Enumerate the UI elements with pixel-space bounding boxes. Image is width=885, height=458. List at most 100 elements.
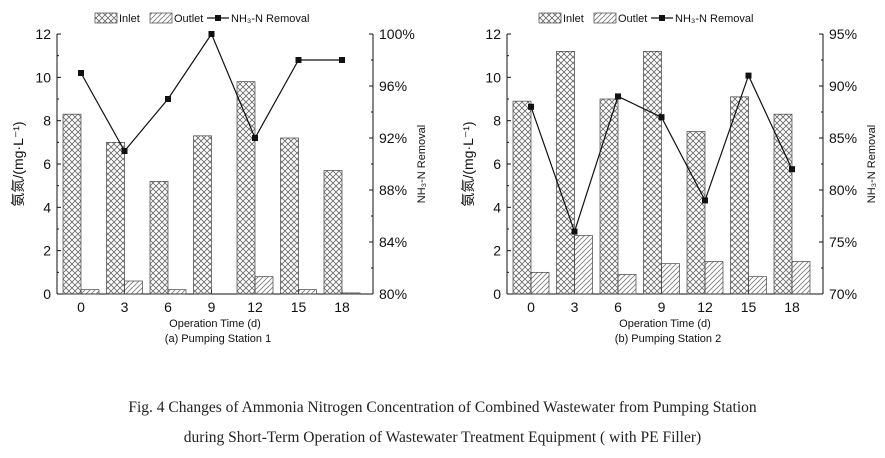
x-tick-label: 15 [291,299,307,315]
legend-inlet-swatch [538,12,562,24]
right-y-tick-label: 70% [829,286,857,302]
x-tick-label: 9 [208,299,216,315]
chart-subtitle: (b) Pumping Station 2 [615,333,721,345]
removal-point [252,135,258,141]
right-y-tick-label: 84% [379,234,407,250]
removal-point [615,93,621,100]
bar-outlet [124,280,143,295]
bar-inlet [773,113,793,295]
left-y-tick-label: 2 [43,243,51,259]
left-y-axis-title: 氨氮/(mg·L⁻¹) [10,121,26,206]
bar-outlet [167,289,187,295]
bar-inlet [599,98,619,295]
left-y-tick-label: 0 [43,286,51,302]
removal-point [121,148,128,154]
x-tick-label: 0 [77,299,85,315]
removal-point [745,72,752,79]
x-tick-label: 0 [527,299,535,315]
right-y-tick-label: 80% [379,286,407,302]
left-y-tick-label: 6 [43,156,51,172]
left-y-tick-label: 12 [485,26,501,42]
right-y-tick-label: 90% [829,78,857,94]
bar-inlet [236,81,256,295]
removal-point [789,166,795,173]
left-y-tick-label: 4 [493,199,501,215]
x-tick-label: 12 [697,299,713,315]
left-y-tick-label: 12 [35,26,51,42]
legend-removal-label: NH₃-N Removal [675,13,753,25]
removal-point [528,103,534,110]
right-y-tick-label: 100% [379,26,415,42]
bar-outlet [661,263,680,295]
x-tick-label: 3 [571,299,579,315]
left-y-tick-label: 8 [493,113,501,129]
x-axis-title: Operation Time (d) [619,318,711,330]
bar-outlet [298,289,317,295]
left-y-tick-label: 8 [43,113,51,129]
chart-panel-a: 0 2 4 6 8 10 12 80% 84% 88% 92% 96% 100% 0 3 6 9 12 15 18 In… [10,12,428,345]
right-y-tick-label: 95% [829,26,857,42]
legend-outlet-swatch [149,12,173,24]
chart-subtitle: (a) Pumping Station 1 [165,333,271,345]
left-y-tick-label: 10 [35,69,51,85]
chart-panel-b: 0 2 4 6 8 10 12 70% 75% 80% 85% 90% 95% 0 3 6 9 12 15 18 Inl… [460,12,878,345]
figure-caption-line-1: Fig. 4 Changes of Ammonia Nitrogen Conce… [128,399,757,416]
bar-inlet [686,131,706,295]
bar-outlet [530,271,550,295]
bar-inlet [280,137,299,295]
x-tick-label: 15 [741,299,757,315]
bar-inlet [62,113,82,295]
removal-point [78,70,84,76]
right-y-tick-label: 80% [829,182,857,198]
legend-outlet-label: Outlet [174,13,203,25]
x-tick-label: 3 [121,299,129,315]
removal-point [658,114,665,121]
removal-point [208,31,215,37]
x-tick-label: 6 [164,299,172,315]
legend-inlet-label: Inlet [119,13,140,25]
bar-inlet [643,50,662,295]
x-axis-title: Operation Time (d) [169,318,261,330]
bar-outlet [791,261,811,295]
bar-outlet [704,261,724,295]
bar-inlet [106,141,125,295]
legend-inlet-swatch [94,12,118,24]
bar-inlet [149,180,169,295]
left-y-axis-title: 氨氮/(mg·L⁻¹) [460,121,476,206]
left-y-tick-label: 2 [493,243,501,259]
legend-removal-marker [659,15,665,21]
right-y-tick-label: 85% [829,130,857,146]
right-y-axis-title: NH₃-N Removal [416,125,428,203]
left-y-tick-label: 10 [485,69,501,85]
x-tick-label: 18 [784,299,800,315]
bar-inlet [193,135,212,295]
left-y-tick-label: 4 [43,199,51,215]
right-y-axis-title: NH₃-N Removal [866,125,878,203]
legend-outlet-swatch [593,12,617,24]
right-y-tick-label: 75% [829,234,857,250]
bar-inlet [512,100,532,295]
left-y-tick-label: 6 [493,156,501,172]
bar-inlet [323,170,343,295]
right-y-tick-label: 92% [379,130,407,146]
x-tick-label: 6 [614,299,622,315]
right-y-tick-label: 88% [379,182,407,198]
removal-point [702,197,708,204]
bar-outlet [80,289,100,295]
bar-inlet [730,96,749,295]
removal-point [339,57,345,63]
bar-outlet [341,292,361,295]
bar-outlet [254,276,274,295]
x-tick-label: 12 [247,299,263,315]
removal-point [165,96,171,102]
legend-inlet-label: Inlet [563,13,584,25]
left-y-tick-label: 0 [493,286,501,302]
x-tick-label: 18 [334,299,350,315]
x-tick-label: 9 [658,299,666,315]
removal-point [571,228,578,235]
bar-inlet [556,50,575,295]
figure-caption-line-2: during Short-Term Operation of Wastewate… [183,429,702,446]
right-y-tick-label: 96% [379,78,407,94]
bar-outlet [574,235,593,295]
